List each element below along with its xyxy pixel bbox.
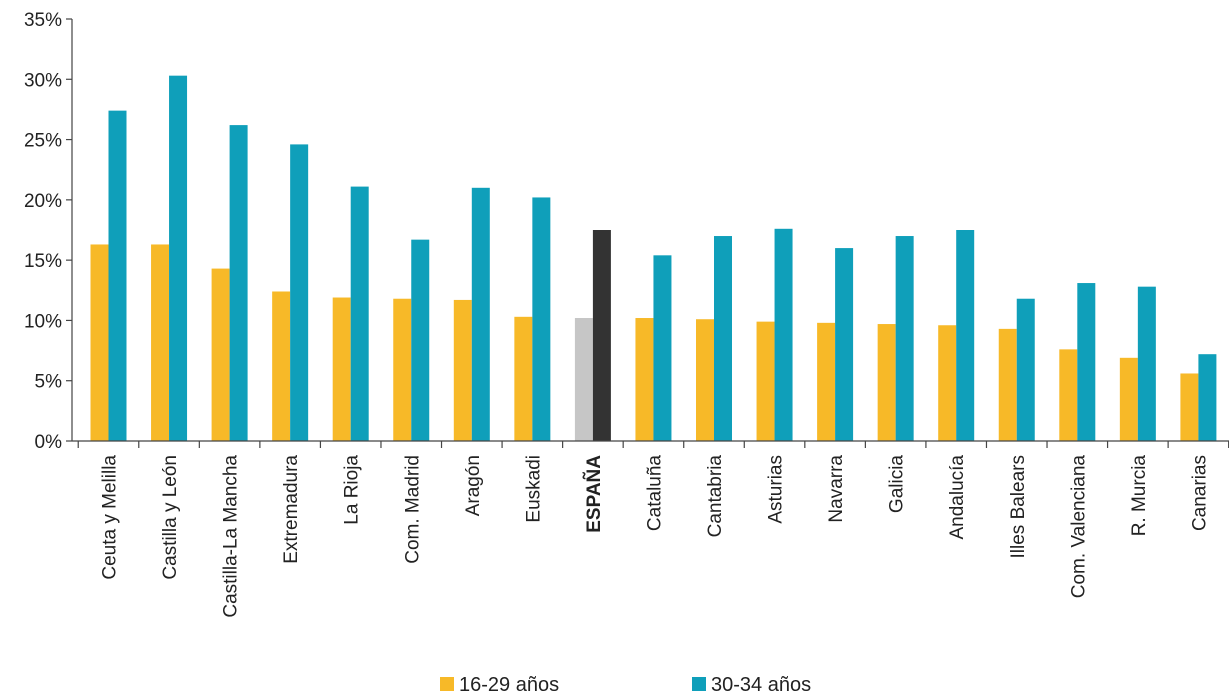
x-category-label: La Rioja [342, 455, 363, 525]
legend-swatch [440, 677, 454, 691]
bar-series-30-34 [1198, 354, 1217, 441]
bar-series-30-34 [835, 248, 854, 441]
bar-series-16-29 [817, 322, 836, 441]
bar-series-30-34 [714, 236, 732, 441]
x-category-label: Extremadura [281, 455, 302, 564]
x-category-label: Navarra [826, 455, 847, 523]
x-category-label: Castilla y León [160, 455, 181, 580]
bar-series-30-34 [169, 75, 188, 441]
bar-series-30-34 [774, 228, 793, 441]
x-category-label: ESPAÑA [583, 455, 605, 533]
x-category-label: Cataluña [644, 455, 665, 531]
x-category-label: Aragón [463, 455, 484, 516]
y-tick-label: 20% [24, 191, 62, 212]
bar-series-16-29 [211, 268, 230, 441]
y-tick-label: 35% [24, 10, 62, 31]
x-category-label: R. Murcia [1129, 455, 1150, 537]
x-category-label: Cantabria [705, 455, 726, 538]
bar-series-30-34 [471, 187, 490, 441]
bar-series-30-34 [1077, 283, 1096, 441]
y-axis: 0% 5% 10% 15% 20% 25% 30% 35% [24, 10, 73, 453]
bar-series-16-29 [756, 321, 775, 441]
bar-series-30-34 [895, 236, 914, 441]
bar-series-30-34 [229, 125, 248, 442]
legend: 16-29 años 30-34 años [440, 674, 811, 696]
x-category-label: Com. Valenciana [1068, 455, 1089, 599]
bar-series-30-34 [1016, 298, 1035, 441]
x-category-label: Galicia [887, 455, 908, 514]
bar-series-30-34 [956, 230, 975, 441]
x-category-label: Euskadi [523, 455, 544, 523]
x-category-label: Canarias [1189, 455, 1210, 531]
bar-series-16-29 [90, 244, 109, 441]
bar-series-30-34 [532, 197, 551, 441]
bar-series-16-29 [998, 328, 1017, 441]
legend-label: 30-34 años [711, 674, 811, 696]
bar-series-16-29 [1180, 373, 1199, 441]
y-tick-label: 15% [24, 251, 62, 272]
bar-series-30-34 [108, 110, 127, 442]
y-tick-label: 10% [24, 311, 62, 332]
bar-series-16-29 [635, 318, 654, 441]
x-category-label: Andalucía [947, 455, 968, 540]
bar-series-16-29 [393, 298, 412, 441]
x-category-label: Ceuta y Melilla [100, 455, 121, 580]
bar-series-16-29 [696, 319, 714, 441]
x-category-label: Asturias [766, 455, 787, 524]
legend-swatch [692, 677, 706, 691]
bar-series-16-29 [1119, 357, 1138, 441]
y-tick-label: 5% [35, 372, 63, 393]
legend-label: 16-29 años [459, 674, 559, 696]
bar-series-16-29 [574, 318, 593, 441]
bar-series-30-34 [653, 255, 672, 441]
x-category-label: Illes Balears [1008, 455, 1029, 559]
bar-series-16-29 [151, 244, 170, 441]
y-tick-label: 0% [35, 432, 63, 453]
y-tick-label: 30% [24, 70, 62, 91]
x-axis: Ceuta y Melilla Castilla y León Castilla-L… [72, 440, 1229, 618]
bar-series-16-29 [514, 316, 533, 441]
bar-series-16-29 [938, 325, 957, 441]
bar-series-30-34 [411, 239, 430, 441]
bar-series-30-34 [350, 186, 369, 441]
bars-group [90, 75, 1217, 442]
bar-series-16-29 [272, 291, 291, 441]
x-category-label: Castilla-La Mancha [221, 455, 242, 618]
bar-series-30-34 [1137, 286, 1156, 441]
bar-series-30-34 [290, 144, 309, 441]
bar-series-16-29 [877, 324, 896, 441]
bar-series-16-29 [1059, 349, 1078, 441]
bar-series-30-34 [592, 230, 611, 441]
y-tick-label: 25% [24, 131, 62, 152]
bar-series-16-29 [453, 299, 472, 441]
bar-series-16-29 [332, 297, 351, 441]
x-category-label: Com. Madrid [402, 455, 423, 564]
